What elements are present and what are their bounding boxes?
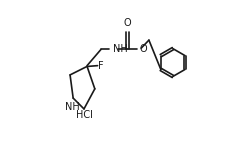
Text: HCl: HCl — [76, 110, 92, 120]
Text: NH: NH — [65, 102, 79, 112]
Text: F: F — [98, 61, 103, 71]
Text: O: O — [139, 44, 146, 54]
Text: O: O — [123, 18, 131, 28]
Text: NH: NH — [113, 44, 128, 54]
